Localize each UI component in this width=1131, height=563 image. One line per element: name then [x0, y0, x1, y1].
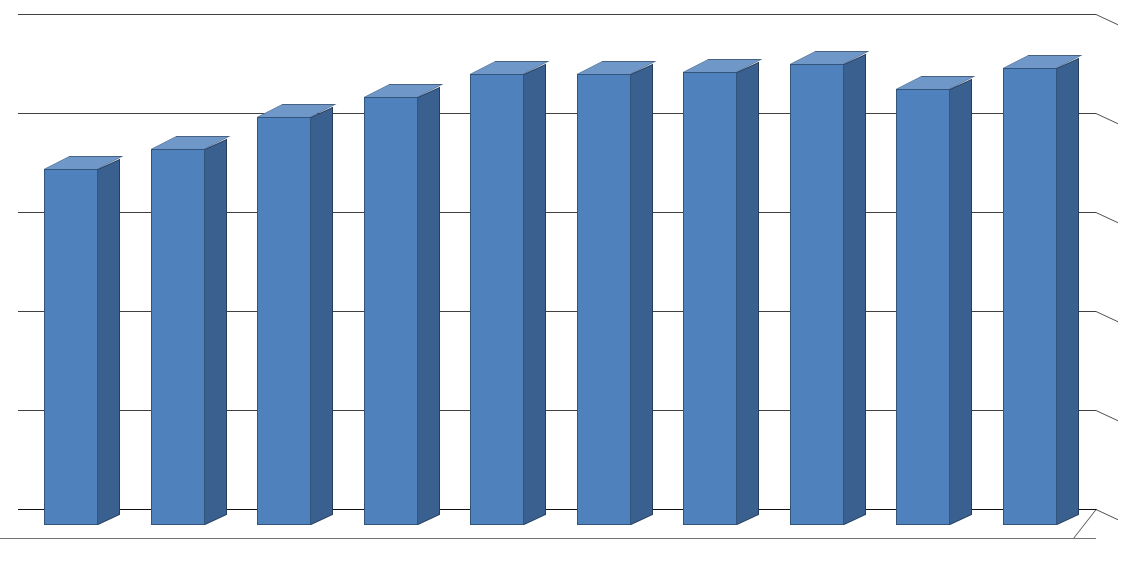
plot-area	[18, 14, 1118, 538]
bar	[257, 104, 333, 525]
bar	[790, 51, 866, 525]
bar	[364, 84, 440, 525]
side-wall	[1096, 14, 1118, 519]
bar	[44, 156, 120, 525]
bar	[896, 76, 972, 525]
bar	[470, 61, 546, 525]
gridline	[18, 14, 1096, 15]
bar	[1003, 55, 1079, 525]
bar	[577, 61, 653, 525]
floor-edge-front	[0, 538, 1096, 539]
bar	[151, 136, 227, 525]
bar	[683, 59, 759, 525]
bar-chart-3d	[0, 0, 1131, 563]
